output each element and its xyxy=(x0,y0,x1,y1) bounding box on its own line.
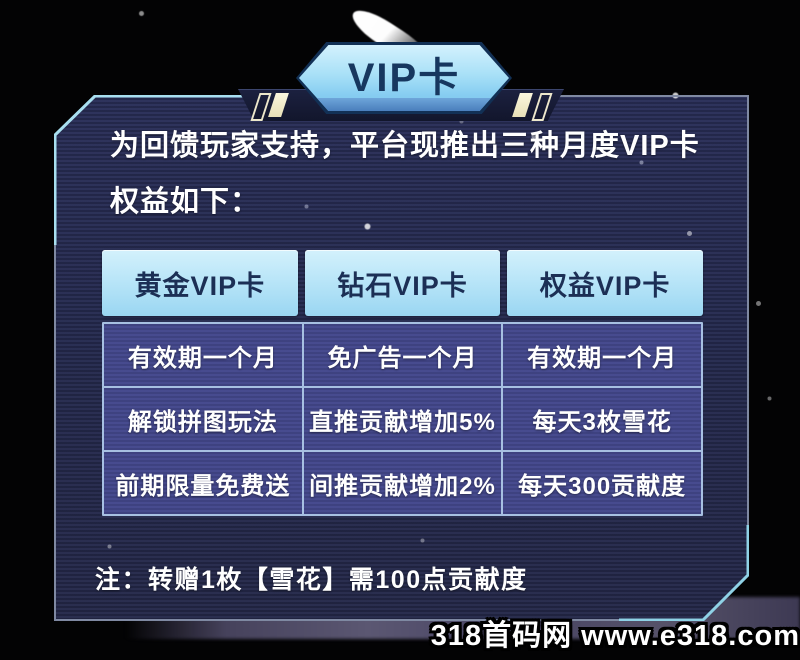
table-cell: 间推贡献增加2% xyxy=(303,452,502,514)
watermark-text: 318首码网 www.e318.com xyxy=(430,620,800,652)
table-cell: 免广告一个月 xyxy=(303,324,502,386)
vip-title-badge: VIP卡 xyxy=(296,42,512,114)
star-dots-decoration xyxy=(0,0,3,3)
table-cell: 前期限量免费送 xyxy=(104,452,302,514)
vip-title: VIP卡 xyxy=(347,56,461,100)
intro-text: 为回馈玩家支持，平台现推出三种月度VIP卡 权益如下： xyxy=(110,118,730,230)
table-cell: 每天300贡献度 xyxy=(503,452,701,514)
vip-benefits-table: 黄金VIP卡 钻石VIP卡 权益VIP卡 有效期一个月 免广告一个月 有效期一个… xyxy=(102,250,703,516)
footnote-text: 注：转赠1枚【雪花】需100点贡献度 xyxy=(95,566,528,594)
table-header-gold-vip: 黄金VIP卡 xyxy=(102,250,298,316)
table-header-row: 黄金VIP卡 钻石VIP卡 权益VIP卡 xyxy=(102,250,703,316)
table-cell: 直推贡献增加5% xyxy=(303,388,502,450)
table-header-diamond-vip: 钻石VIP卡 xyxy=(304,250,501,316)
table-body: 有效期一个月 免广告一个月 有效期一个月 解锁拼图玩法 直推贡献增加5% 每天3… xyxy=(102,322,703,516)
table-cell: 解锁拼图玩法 xyxy=(104,388,302,450)
table-header-rights-vip: 权益VIP卡 xyxy=(507,250,703,316)
table-cell: 有效期一个月 xyxy=(503,324,701,386)
table-cell: 每天3枚雪花 xyxy=(503,388,701,450)
table-cell: 有效期一个月 xyxy=(104,324,302,386)
intro-line-1: 为回馈玩家支持，平台现推出三种月度VIP卡 xyxy=(110,130,700,162)
intro-line-2: 权益如下： xyxy=(110,186,261,218)
